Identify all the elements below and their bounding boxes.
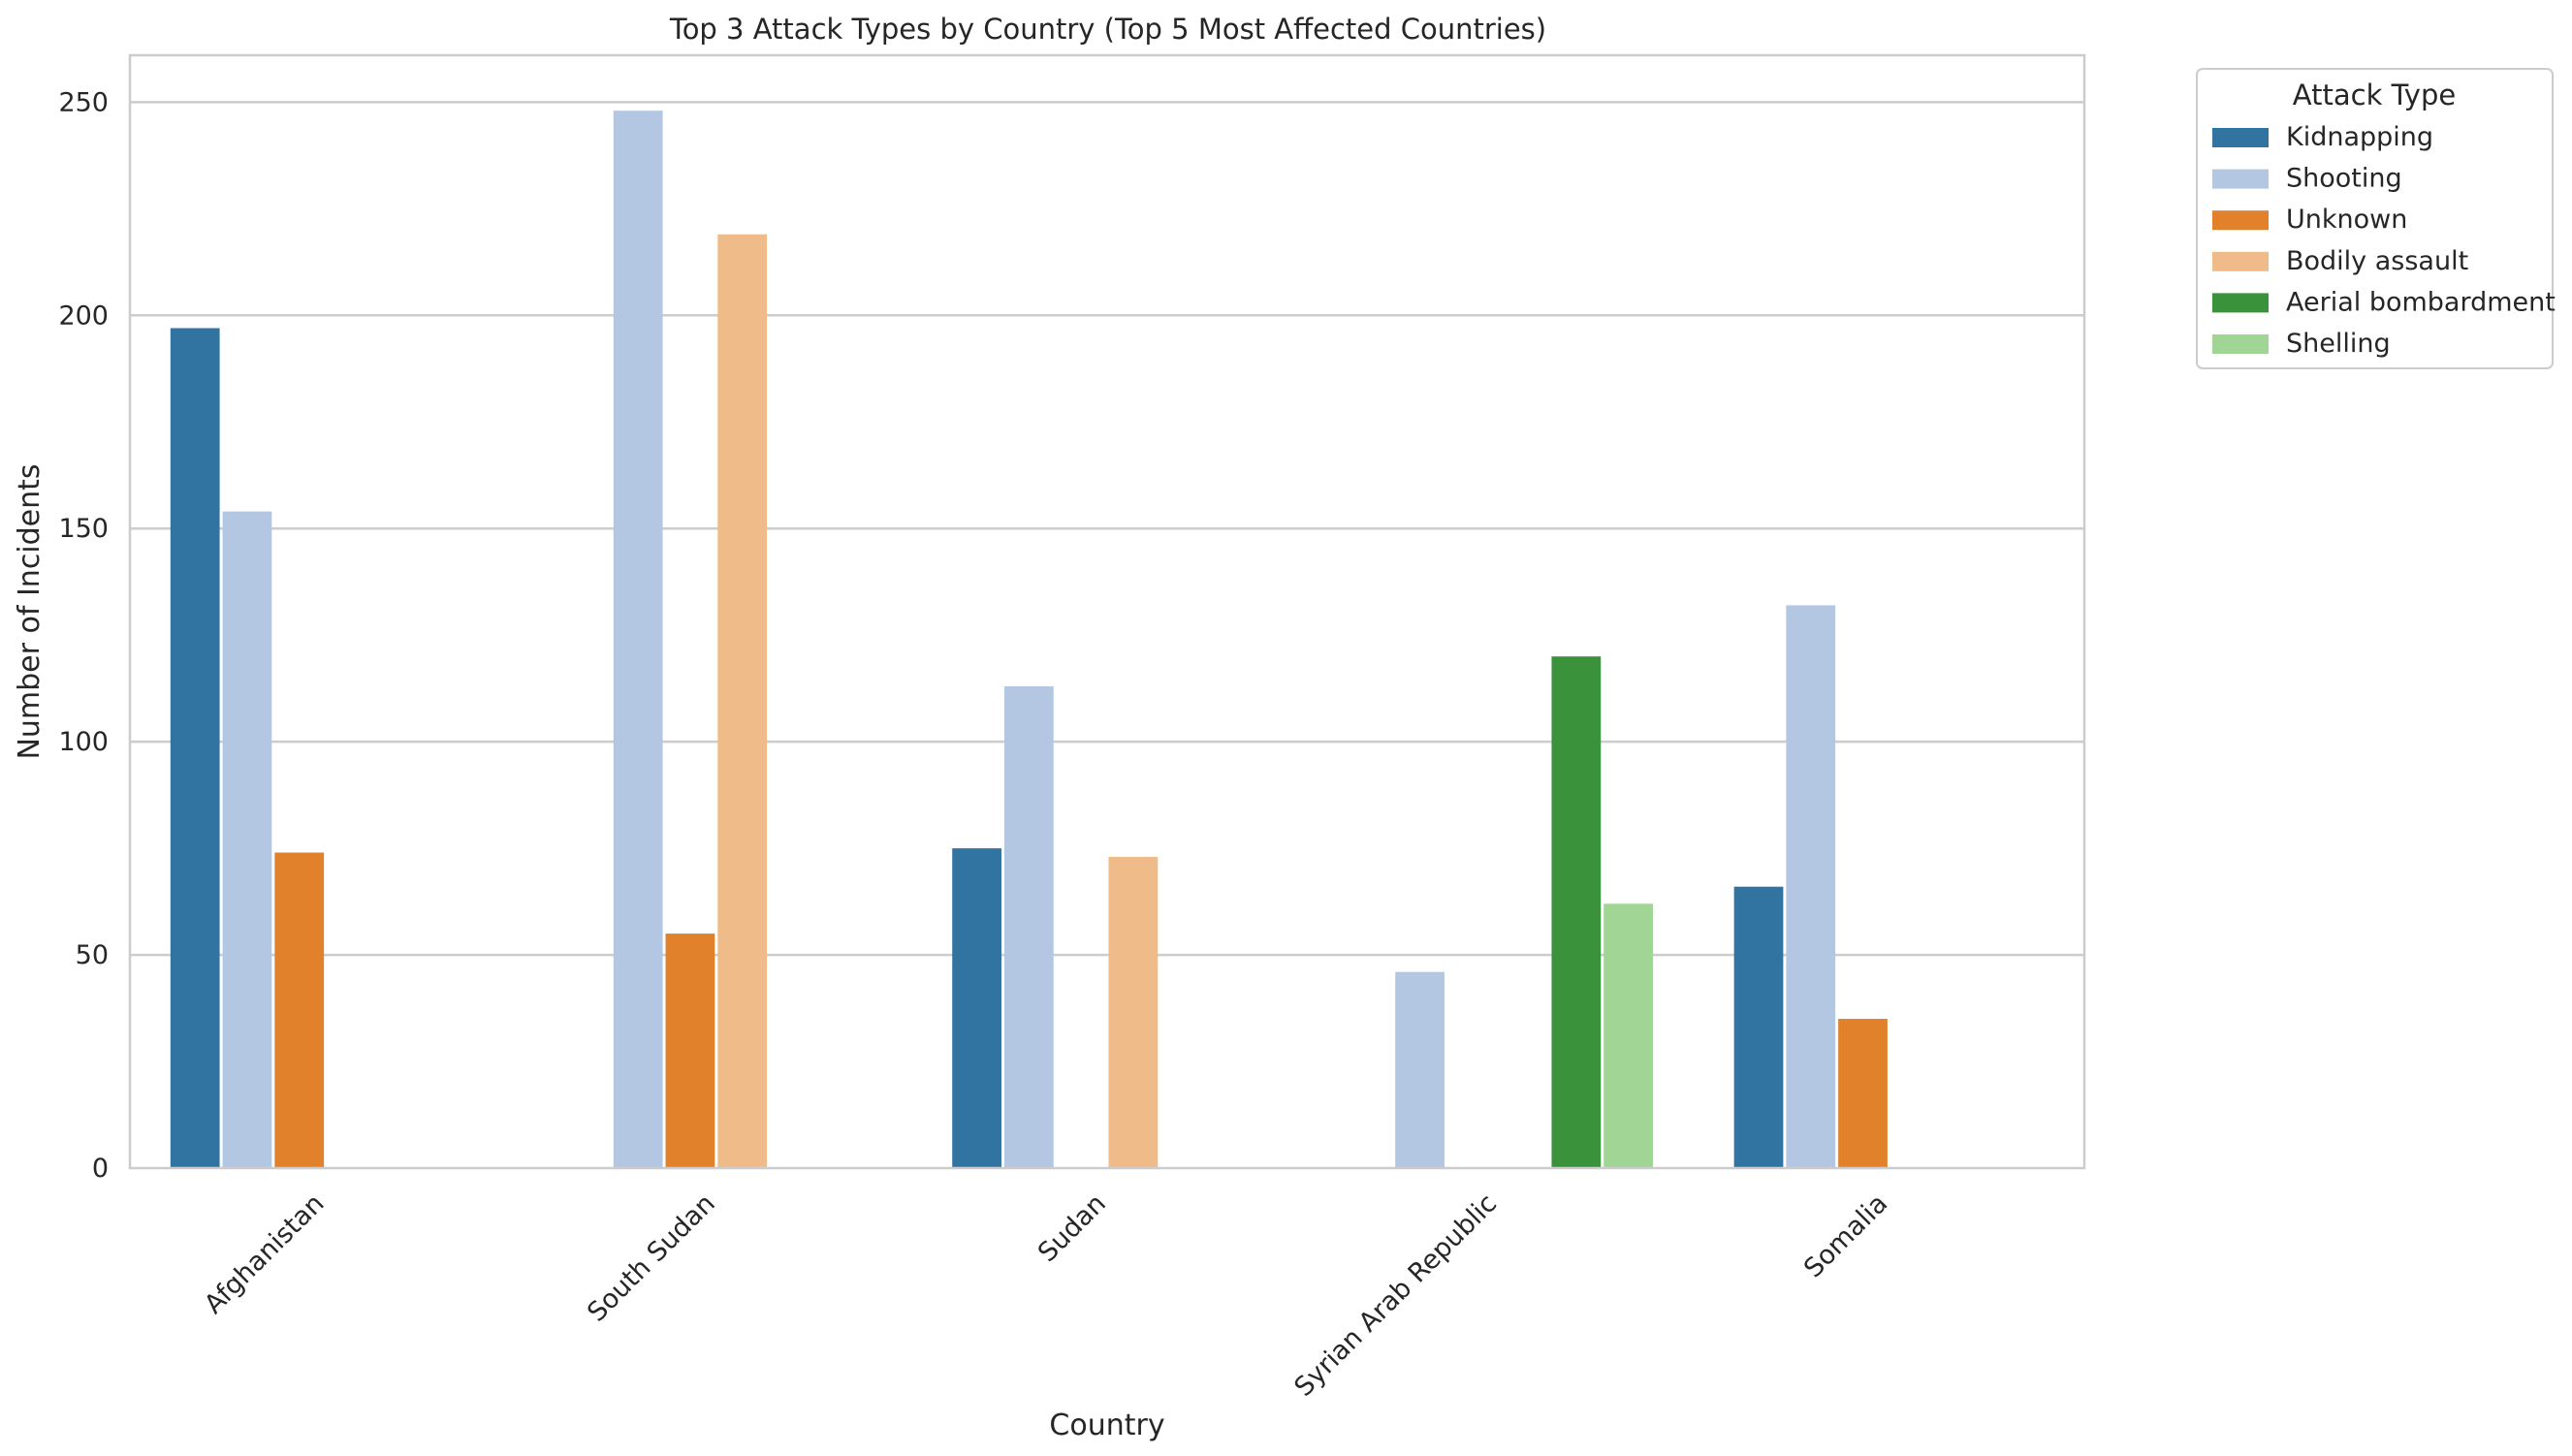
y-tick-label: 200: [58, 301, 109, 331]
y-tick-label: 250: [58, 87, 109, 117]
bar-shooting: [613, 111, 663, 1169]
y-tick-label: 150: [58, 514, 109, 544]
bar-kidnapping: [1733, 886, 1784, 1168]
bar-unknown: [665, 934, 715, 1168]
legend-swatch: [2212, 169, 2269, 189]
x-tick-label: Afghanistan: [199, 1188, 331, 1320]
bar-aerial-bombardment: [1551, 656, 1602, 1168]
x-axis-label: Country: [1049, 1409, 1164, 1442]
legend-swatch: [2212, 210, 2269, 231]
x-tick-label: South Sudan: [582, 1188, 721, 1328]
y-tick-labels: 0 50 100 150 200 250: [58, 87, 109, 1184]
x-tick-label: Somalia: [1798, 1188, 1893, 1283]
legend-label: Aerial bombardment: [2286, 287, 2556, 317]
bar-unknown: [1838, 1019, 1888, 1168]
legend-label: Shooting: [2286, 164, 2402, 194]
bar-unknown: [274, 852, 325, 1168]
legend-items: Kidnapping Shooting Unknown Bodily assault A…: [2212, 122, 2556, 359]
bar-shooting: [1395, 971, 1445, 1168]
bar-bodily-assault: [1108, 856, 1159, 1168]
bar-kidnapping: [952, 848, 1001, 1168]
legend-label: Kidnapping: [2286, 122, 2433, 152]
legend-swatch: [2212, 334, 2269, 354]
x-tick-labels: Afghanistan South Sudan Sudan Syrian Arab R…: [199, 1188, 1893, 1403]
x-tick-label: Sudan: [1032, 1188, 1112, 1268]
bars: [170, 111, 1888, 1169]
legend-swatch: [2212, 128, 2269, 147]
plot-frame: [128, 53, 2086, 1170]
legend-frame: [2196, 68, 2554, 369]
legend-label: Shelling: [2286, 329, 2391, 359]
legend-swatch: [2212, 293, 2269, 313]
legend-title: Attack Type: [2293, 79, 2456, 111]
legend-label: Bodily assault: [2286, 246, 2468, 276]
bar-kidnapping: [170, 328, 220, 1168]
legend-swatch: [2212, 251, 2269, 271]
y-tick-label: 100: [58, 727, 109, 757]
bar-bodily-assault: [717, 234, 768, 1169]
chart-title: Top 3 Attack Types by Country (Top 5 Mos…: [669, 13, 1546, 46]
bar-shelling: [1604, 903, 1653, 1168]
bar-shooting: [1003, 685, 1054, 1168]
y-axis-label: Number of Incidents: [13, 463, 47, 759]
bar-shooting: [1786, 605, 1836, 1168]
legend: Attack Type Kidnapping Shooting Unknown Bod…: [2196, 68, 2556, 369]
legend-label: Unknown: [2286, 205, 2407, 235]
x-tick-label: Syrian Arab Republic: [1288, 1188, 1503, 1403]
y-tick-label: 50: [76, 940, 109, 970]
y-tick-label: 0: [92, 1154, 109, 1184]
bar-shooting: [222, 511, 272, 1168]
